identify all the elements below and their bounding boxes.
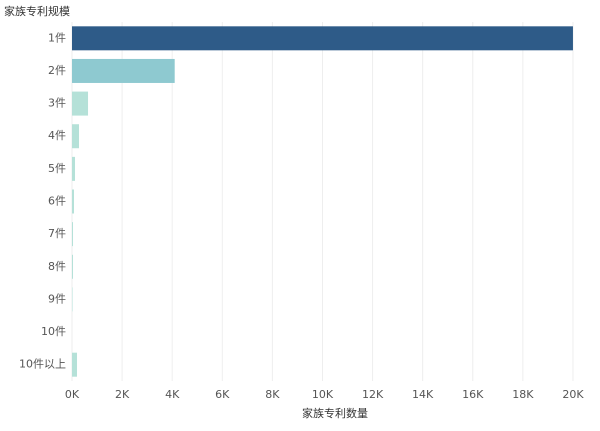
x-tick-label: 20K xyxy=(562,388,584,401)
bar xyxy=(72,287,73,312)
x-tick-label: 8K xyxy=(265,388,280,401)
y-tick-label: 10件以上 xyxy=(19,358,66,371)
x-axis-title: 家族专利数量 xyxy=(302,406,368,420)
bar xyxy=(72,58,175,83)
x-tick-label: 14K xyxy=(412,388,434,401)
bar xyxy=(72,156,76,181)
y-axis-title: 家族专利规模 xyxy=(4,4,70,18)
x-tick-label: 6K xyxy=(215,388,230,401)
y-tick-label: 2件 xyxy=(48,64,66,77)
bar xyxy=(72,91,89,116)
x-tick-label: 2K xyxy=(115,388,130,401)
y-tick-label: 1件 xyxy=(48,31,66,44)
bar xyxy=(72,222,74,247)
bar xyxy=(72,352,78,377)
y-tick-label: 10件 xyxy=(41,325,66,338)
y-tick-label: 5件 xyxy=(48,162,66,175)
bar xyxy=(72,26,573,51)
x-tick-label: 4K xyxy=(165,388,180,401)
bar xyxy=(72,254,74,279)
x-tick-label: 10K xyxy=(312,388,334,401)
y-tick-label: 9件 xyxy=(48,292,66,305)
y-tick-label: 6件 xyxy=(48,195,66,208)
bar xyxy=(72,124,80,149)
x-tick-label: 0K xyxy=(65,388,80,401)
bar xyxy=(72,189,75,214)
x-tick-label: 18K xyxy=(512,388,534,401)
y-tick-label: 4件 xyxy=(48,129,66,142)
x-tick-label: 12K xyxy=(362,388,384,401)
y-tick-label: 7件 xyxy=(48,227,66,240)
y-tick-label: 3件 xyxy=(48,97,66,110)
x-tick-label: 16K xyxy=(462,388,484,401)
y-tick-label: 8件 xyxy=(48,260,66,273)
